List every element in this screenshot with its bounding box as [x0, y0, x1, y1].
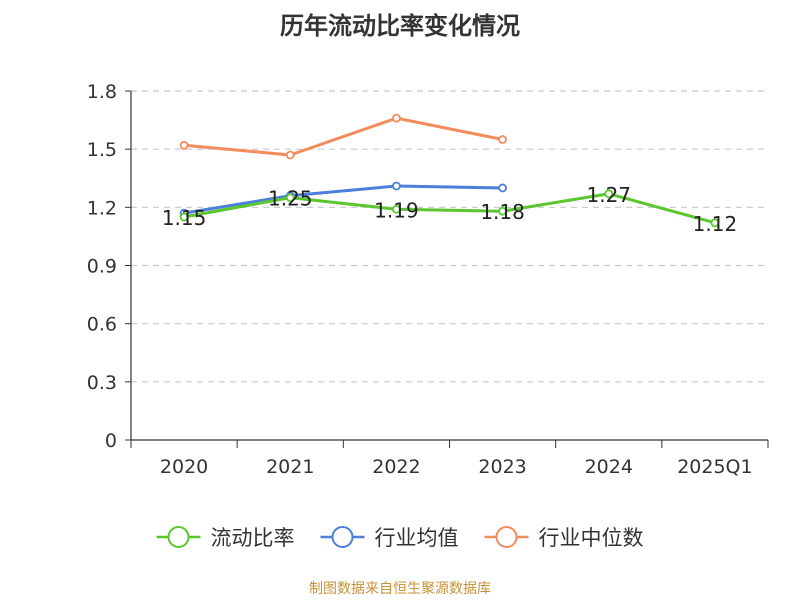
data-point	[392, 181, 401, 191]
y-tick-label: 0.9	[87, 256, 117, 278]
legend-item-1[interactable]: 行业均值	[320, 526, 459, 550]
data-label: 1.25	[268, 187, 313, 211]
y-tick-label: 0.3	[87, 372, 117, 394]
axes: 0 0.3 0.6 0.9 1.2 1.5 1.8 2020 2021 2022 2023 2024 2…	[87, 81, 769, 478]
data-point	[710, 218, 720, 228]
data-labels: 1.15 1.25 1.19 1.18 1.27 1.12	[162, 183, 737, 236]
y-tick-label: 0.6	[87, 314, 117, 336]
source-note: 制图数据来自恒生聚源数据库	[309, 581, 491, 597]
series-lines	[179, 113, 720, 228]
x-tick-label: 2023	[478, 456, 526, 478]
legend-marker-icon	[495, 526, 518, 548]
data-point	[392, 204, 401, 214]
legend-label: 行业均值	[375, 526, 459, 550]
chart-title: 历年流动比率变化情况	[280, 12, 520, 40]
data-label: 1.12	[693, 212, 738, 236]
y-tick-label: 1.8	[87, 81, 117, 103]
data-point	[285, 193, 295, 203]
data-label: 1.19	[374, 198, 419, 222]
x-tick-label: 2020	[160, 456, 208, 478]
legend-label: 流动比率	[211, 526, 295, 550]
legend-marker-icon	[167, 526, 190, 548]
series-line-0	[183, 192, 716, 225]
y-tick-label: 1.2	[87, 197, 117, 219]
data-label: 1.27	[586, 183, 631, 207]
legend-item-2[interactable]: 行业中位数	[484, 526, 644, 550]
x-tick-label: 2025Q1	[677, 456, 752, 478]
data-label: 1.18	[480, 200, 525, 224]
series-line-1	[183, 184, 503, 215]
data-point	[498, 135, 507, 144]
data-point	[392, 113, 401, 123]
data-label: 1.15	[162, 206, 207, 230]
data-point	[498, 206, 507, 216]
grid-lines	[131, 90, 768, 383]
data-point	[179, 212, 189, 222]
legend[interactable]: 流动比率 行业均值 行业中位数	[156, 526, 644, 550]
y-tick-label: 1.5	[87, 139, 117, 161]
legend-marker-icon	[331, 526, 354, 548]
x-tick-label: 2022	[372, 456, 420, 478]
legend-item-0[interactable]: 流动比率	[156, 526, 295, 550]
x-tick-label: 2024	[585, 456, 633, 478]
legend-label: 行业中位数	[539, 526, 644, 550]
data-point	[285, 150, 295, 160]
y-tick-label: 0	[105, 430, 117, 452]
data-point	[604, 189, 614, 199]
data-point	[498, 183, 507, 193]
x-tick-label: 2021	[266, 456, 314, 478]
series-line-2	[183, 116, 503, 157]
data-point	[179, 140, 189, 150]
